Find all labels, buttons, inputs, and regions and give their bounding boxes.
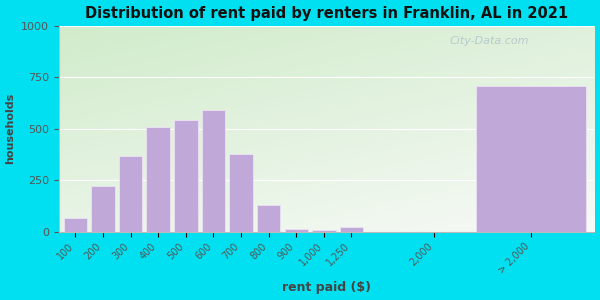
Bar [64, 218, 87, 232]
Y-axis label: households: households [5, 93, 16, 164]
Bar [174, 121, 197, 232]
Bar [257, 205, 280, 232]
Bar [146, 127, 170, 232]
X-axis label: rent paid ($): rent paid ($) [282, 281, 371, 294]
Bar [91, 186, 115, 232]
Title: Distribution of rent paid by renters in Franklin, AL in 2021: Distribution of rent paid by renters in … [85, 6, 568, 21]
Text: City-Data.com: City-Data.com [450, 36, 529, 46]
Bar [202, 110, 225, 232]
Bar [312, 230, 335, 232]
Bar [284, 230, 308, 232]
Bar [119, 157, 142, 232]
Bar [340, 227, 363, 232]
Bar [229, 154, 253, 232]
Bar [476, 85, 586, 232]
